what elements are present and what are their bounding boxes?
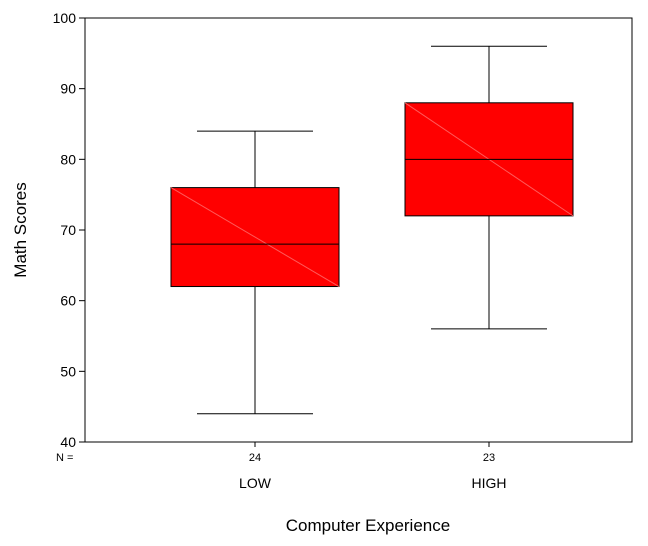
n-label: N =: [56, 452, 73, 464]
plot-area: [84, 17, 633, 443]
x-axis-title: Computer Experience: [286, 516, 450, 535]
y-tick-label: 100: [53, 10, 77, 26]
box-diagonal: [170, 187, 340, 287]
y-tick-label: 40: [60, 434, 76, 450]
category-label-high: HIGH: [472, 475, 507, 491]
box-high: [404, 45, 574, 330]
n-count-low: 24: [249, 452, 261, 464]
y-axis-title: Math Scores: [11, 182, 30, 277]
y-tick-label: 50: [60, 363, 76, 379]
boxes: [170, 45, 574, 415]
box-low: [170, 130, 340, 415]
x-axis: 24 LOW 23 HIGH: [239, 442, 507, 491]
y-axis: 40 50 60 70 80 90 100: [53, 10, 85, 450]
y-tick-label: 80: [60, 151, 76, 167]
category-label-low: LOW: [239, 475, 272, 491]
y-tick-label: 60: [60, 293, 76, 309]
n-count-high: 23: [483, 452, 495, 464]
y-tick-label: 70: [60, 222, 76, 238]
y-tick-label: 90: [60, 81, 76, 97]
